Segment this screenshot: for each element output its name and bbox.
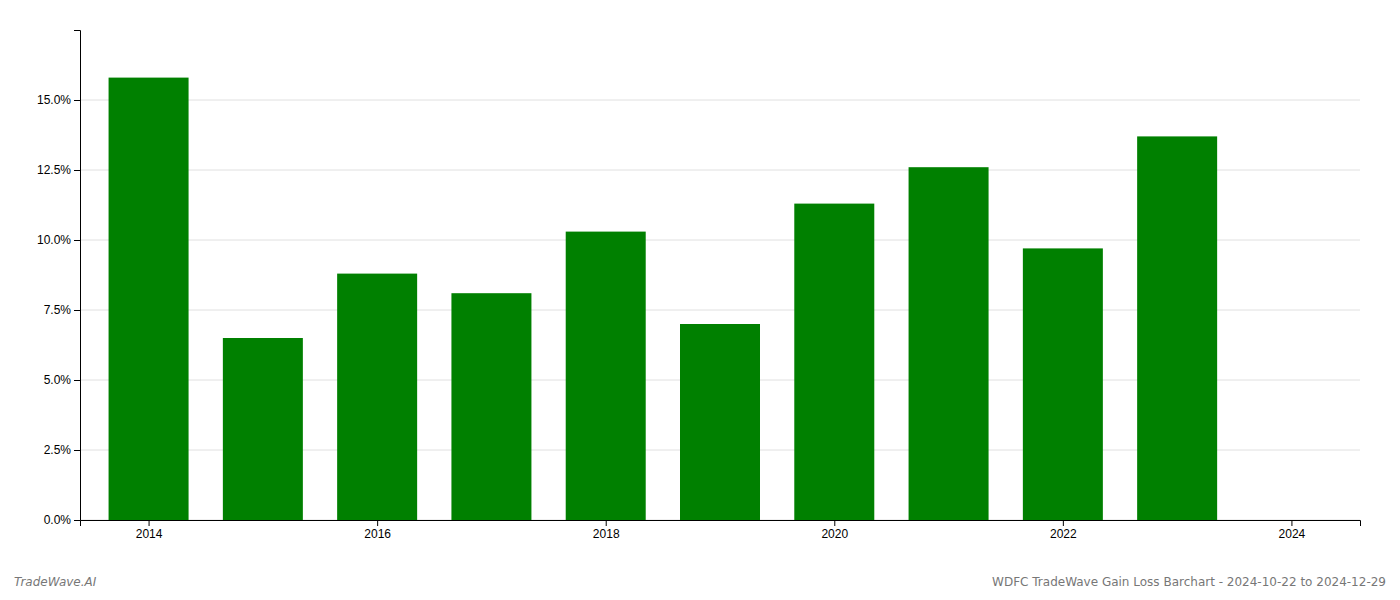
x-tick: 2022	[1050, 520, 1077, 541]
x-tick-label: 2022	[1050, 527, 1077, 541]
x-tick-label: 2020	[821, 527, 848, 541]
y-tick: 7.5%	[44, 303, 80, 317]
x-tick-mark	[149, 520, 150, 526]
footer: TradeWave.AI WDFC TradeWave Gain Loss Bar…	[14, 575, 1386, 589]
y-tick-label: 12.5%	[37, 163, 71, 177]
y-tick: 15.0%	[37, 93, 80, 107]
x-tick-label: 2018	[593, 527, 620, 541]
x-tick-label: 2024	[1279, 527, 1306, 541]
bar	[566, 232, 646, 520]
y-tick-mark	[74, 100, 80, 101]
y-tick-mark	[74, 380, 80, 381]
bar	[223, 338, 303, 520]
y-tick: 12.5%	[37, 163, 80, 177]
plot: 2014 2016 2018 2020 2022 2024 0.0% 2.5% 5.0% 7.5%…	[37, 31, 1361, 541]
x-tick: 2014	[136, 520, 163, 541]
x-tick-mark	[1063, 520, 1064, 526]
x-axis: 2014 2016 2018 2020 2022 2024	[81, 520, 1361, 541]
y-tick-mark	[74, 170, 80, 171]
x-tick-label: 2016	[364, 527, 391, 541]
bar	[451, 293, 531, 520]
bars	[109, 78, 1218, 520]
x-tick-mark	[834, 520, 835, 526]
y-tick: 2.5%	[44, 443, 80, 457]
grid	[80, 100, 1360, 520]
bar	[109, 78, 189, 520]
y-tick: 5.0%	[44, 373, 80, 387]
y-tick-label: 5.0%	[44, 373, 72, 387]
x-tick: 2018	[593, 520, 620, 541]
x-tick-label: 2014	[136, 527, 163, 541]
grid-line	[80, 100, 1360, 101]
bar	[1023, 248, 1103, 520]
y-tick-label: 10.0%	[37, 233, 71, 247]
x-tick: 2020	[821, 520, 848, 541]
annotation: WDFC TradeWave Gain Loss Barchart - 2024…	[992, 575, 1386, 589]
y-axis: 0.0% 2.5% 5.0% 7.5% 10.0% 12.5% 15.0%	[37, 31, 81, 528]
y-tick: 0.0%	[44, 513, 80, 527]
chart: 2014 2016 2018 2020 2022 2024 0.0% 2.5% 5.0% 7.5%…	[0, 0, 1400, 600]
y-tick: 10.0%	[37, 233, 80, 247]
y-tick-mark	[74, 240, 80, 241]
bar	[1137, 136, 1217, 520]
y-axis-line	[74, 31, 81, 521]
y-tick-label: 2.5%	[44, 443, 72, 457]
x-tick-mark	[606, 520, 607, 526]
y-tick-label: 0.0%	[44, 513, 72, 527]
bar	[680, 324, 760, 520]
y-tick-mark	[74, 450, 80, 451]
bar	[794, 204, 874, 520]
x-tick: 2024	[1279, 520, 1306, 541]
x-tick-mark	[377, 520, 378, 526]
y-tick-label: 7.5%	[44, 303, 72, 317]
x-tick-mark	[1291, 520, 1292, 526]
y-tick-mark	[74, 520, 80, 521]
bar	[337, 274, 417, 520]
x-tick: 2016	[364, 520, 391, 541]
y-tick-label: 15.0%	[37, 93, 71, 107]
bar	[909, 167, 989, 520]
y-tick-mark	[74, 310, 80, 311]
annotation: TradeWave.AI	[14, 575, 97, 589]
x-axis-line	[81, 521, 1361, 527]
